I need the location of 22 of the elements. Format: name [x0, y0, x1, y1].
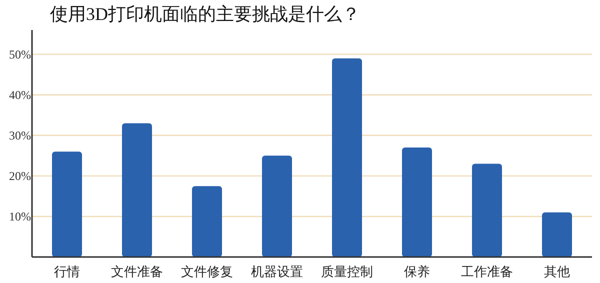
bar — [332, 58, 362, 257]
bar — [402, 148, 432, 257]
x-tick-label: 文件修复 — [181, 264, 233, 279]
y-tick-label: 50% — [9, 47, 31, 62]
bar — [122, 123, 152, 257]
bar — [472, 164, 502, 257]
y-tick-label: 20% — [9, 168, 31, 183]
x-tick-label: 其他 — [544, 264, 570, 279]
y-tick-label: 40% — [9, 88, 31, 102]
bar — [192, 186, 222, 257]
y-tick-label: 30% — [9, 128, 31, 142]
chart-title: 使用3D打印机面临的主要挑战是什么？ — [50, 4, 360, 24]
x-tick-label: 行情 — [54, 264, 80, 279]
y-tick-label: 10% — [9, 209, 31, 224]
x-tick-label: 质量控制 — [321, 264, 373, 279]
x-tick-label: 保养 — [404, 264, 430, 279]
bar — [262, 156, 292, 257]
bar — [52, 152, 82, 257]
x-tick-label: 机器设置 — [251, 264, 303, 279]
bar — [542, 212, 572, 257]
x-tick-label: 工作准备 — [461, 264, 513, 279]
x-tick-label: 文件准备 — [111, 264, 163, 279]
